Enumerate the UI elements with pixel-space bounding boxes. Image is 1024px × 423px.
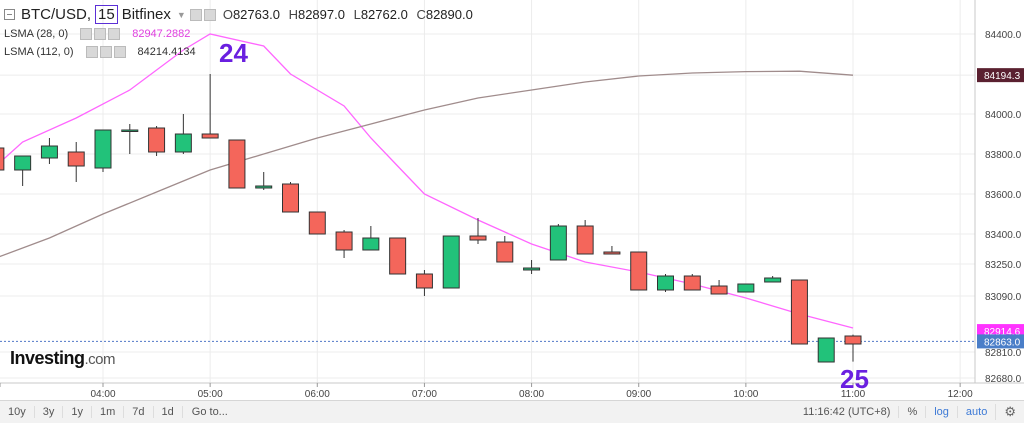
indicator-label[interactable]: LSMA (28, 0) bbox=[4, 28, 69, 40]
lsma-28-line bbox=[0, 33, 854, 329]
auto-toggle[interactable]: auto bbox=[956, 406, 995, 418]
indicator-value: 84214.4134 bbox=[137, 46, 196, 58]
timeframe-3y[interactable]: 3y bbox=[35, 406, 64, 418]
annotation-24: 24 bbox=[219, 38, 248, 68]
collapse-icon[interactable] bbox=[4, 9, 15, 20]
candle-body bbox=[817, 337, 835, 363]
settings-icon[interactable] bbox=[99, 46, 112, 58]
close-icon[interactable] bbox=[108, 28, 121, 40]
timeframe-1y[interactable]: 1y bbox=[63, 406, 92, 418]
interval-selector[interactable]: 15 bbox=[95, 5, 118, 24]
x-tick-label: 06:00 bbox=[305, 389, 330, 400]
y-tick-label: 83250.0 bbox=[985, 260, 1022, 271]
x-tick-label: 05:00 bbox=[198, 389, 223, 400]
candle-body bbox=[121, 129, 139, 132]
candle-body bbox=[710, 285, 728, 295]
candle-body bbox=[496, 241, 514, 263]
candle-body bbox=[0, 147, 5, 171]
y-tick-label: 83600.0 bbox=[985, 190, 1022, 201]
exchange-name: Bitfinex bbox=[121, 6, 171, 23]
close-icon[interactable] bbox=[113, 46, 126, 58]
investing-logo: Investing.com bbox=[10, 348, 116, 368]
candle-body bbox=[657, 275, 674, 291]
timeframe-10y[interactable]: 10y bbox=[0, 406, 35, 418]
x-tick-label: 09:00 bbox=[626, 389, 651, 400]
timeframe-7d[interactable]: 7d bbox=[124, 406, 154, 418]
x-tick-label: 07:00 bbox=[412, 389, 437, 400]
candle-body bbox=[228, 139, 246, 189]
lsma-112-line bbox=[0, 70, 854, 258]
candle-body bbox=[308, 211, 326, 235]
candle-body bbox=[40, 145, 58, 159]
y-tick-label: 84400.0 bbox=[985, 30, 1022, 41]
x-tick-label: 10:00 bbox=[733, 389, 758, 400]
candle-body bbox=[549, 225, 567, 261]
symbol-name[interactable]: BTC/USD, bbox=[21, 6, 92, 23]
price-label-bg bbox=[977, 68, 1024, 83]
x-tick-label: 04:00 bbox=[90, 389, 115, 400]
log-toggle[interactable]: log bbox=[925, 406, 957, 418]
candlestick-chart[interactable]: 82680.0 82810.0 83090.0 83250.0 83400.0 83600… bbox=[0, 0, 1024, 400]
candle-body bbox=[523, 267, 541, 271]
candle-body bbox=[94, 129, 112, 169]
gear-icon[interactable]: ⚙ bbox=[995, 404, 1024, 420]
candle-body bbox=[737, 283, 755, 293]
candle-body bbox=[630, 251, 648, 291]
x-tick-label: 12:00 bbox=[948, 389, 973, 400]
candle-body bbox=[415, 273, 433, 289]
chevron-down-icon[interactable]: ▼ bbox=[176, 9, 186, 20]
goto-button[interactable]: Go to... bbox=[191, 406, 228, 418]
candle-body bbox=[335, 231, 353, 251]
price-label: 82863.0 bbox=[984, 337, 1021, 348]
y-tick-label: 83400.0 bbox=[985, 230, 1022, 241]
candle-body bbox=[201, 133, 219, 139]
candle-body bbox=[764, 277, 782, 283]
indicator-label[interactable]: LSMA (112, 0) bbox=[4, 46, 74, 58]
price-label-bg bbox=[977, 334, 1024, 349]
candle-body bbox=[389, 237, 407, 275]
indicator-value: 82947.2882 bbox=[132, 28, 191, 40]
visibility-icon[interactable] bbox=[203, 8, 216, 21]
candle-body bbox=[14, 155, 32, 171]
candle-body bbox=[790, 279, 808, 345]
price-label: 82914.6 bbox=[984, 327, 1021, 338]
y-tick-label: 82680.0 bbox=[985, 374, 1022, 385]
ohlc-values: O82763.0 H82897.0 L82762.0 C82890.0 bbox=[222, 7, 473, 22]
candle-body bbox=[603, 251, 621, 255]
x-tick-label: 08:00 bbox=[519, 389, 544, 400]
candle-body bbox=[683, 275, 701, 291]
candle-body bbox=[174, 133, 192, 153]
candle-body bbox=[282, 183, 299, 213]
timeframe-1m[interactable]: 1m bbox=[92, 406, 125, 418]
price-label: 84194.3 bbox=[984, 71, 1021, 82]
candle-body bbox=[442, 235, 460, 289]
bottom-toolbar: 10y 3y 1y 1m 7d 1d Go to... 11:16:42 (UT… bbox=[0, 400, 1024, 423]
y-tick-label: 83800.0 bbox=[985, 150, 1022, 161]
settings-icon[interactable] bbox=[94, 28, 107, 40]
y-tick-label: 82810.0 bbox=[985, 348, 1022, 359]
settings-icon[interactable] bbox=[189, 8, 202, 21]
candle-body bbox=[362, 237, 380, 251]
candle-body bbox=[844, 335, 862, 345]
toolbar-right: 11:16:42 (UTC+8) % log auto ⚙ bbox=[795, 404, 1024, 420]
annotation-25: 25 bbox=[840, 364, 869, 394]
visibility-icon[interactable] bbox=[80, 28, 93, 40]
candle-body bbox=[148, 127, 166, 153]
symbol-legend: BTC/USD, 15 Bitfinex ▼ O82763.0 H82897.0… bbox=[4, 5, 478, 24]
y-tick-label: 83090.0 bbox=[985, 292, 1022, 303]
timeframe-1d[interactable]: 1d bbox=[154, 406, 183, 418]
candle-body bbox=[255, 185, 273, 189]
indicator-legend-lsma28: LSMA (28, 0) 82947.2882 bbox=[4, 28, 190, 40]
candle-body bbox=[67, 151, 85, 167]
y-tick-label: 84000.0 bbox=[985, 110, 1022, 121]
percent-toggle[interactable]: % bbox=[898, 406, 925, 418]
clock-display: 11:16:42 (UTC+8) bbox=[802, 406, 891, 418]
candle-body bbox=[576, 225, 594, 255]
indicator-legend-lsma112: LSMA (112, 0) 84214.4134 bbox=[4, 46, 196, 58]
x-tick-label: 11:00 bbox=[841, 389, 866, 400]
visibility-icon[interactable] bbox=[85, 46, 98, 58]
candle-body bbox=[469, 235, 487, 241]
